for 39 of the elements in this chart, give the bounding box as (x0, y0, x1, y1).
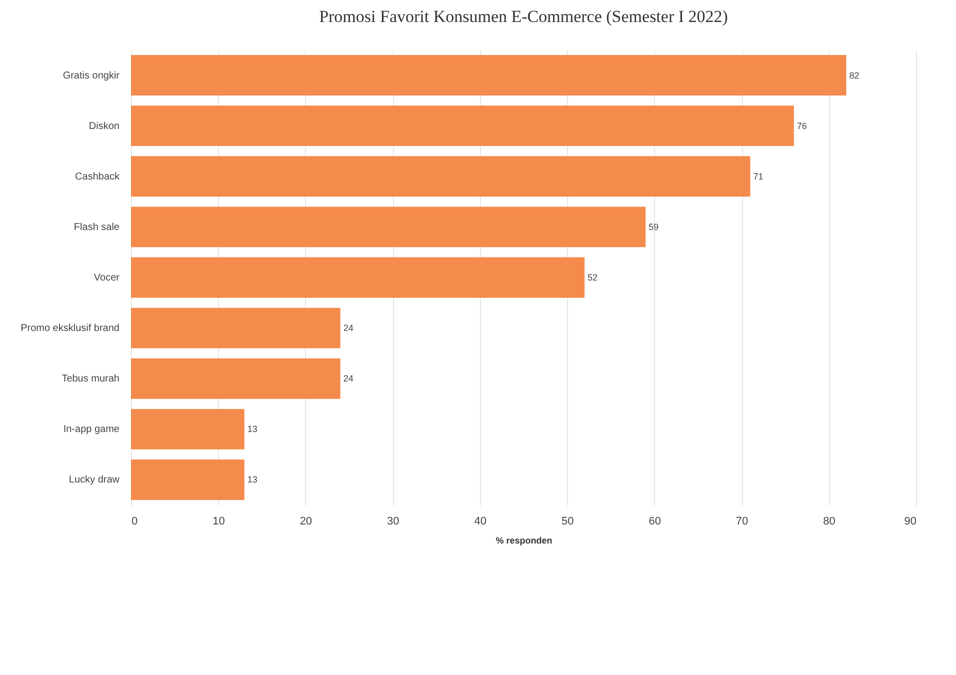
y-tick-label: Lucky draw (68, 474, 120, 486)
x-axis-title: % responden (496, 536, 552, 546)
data-label: 24 (343, 374, 354, 384)
bar (131, 257, 585, 298)
bar (131, 460, 244, 500)
bar (131, 106, 794, 146)
y-tick-label: Cashback (75, 171, 120, 182)
x-tick-label: 0 (132, 516, 138, 528)
y-tick-label: Tebus murah (62, 374, 120, 385)
bar (131, 358, 340, 399)
data-label: 76 (796, 120, 807, 131)
data-label: 71 (753, 171, 764, 182)
chart-title: Promosi Favorit Konsumen E-Commerce (Semester I 2022) (319, 7, 728, 26)
data-label: 24 (343, 323, 354, 334)
x-tick-label: 30 (387, 516, 400, 528)
bar (131, 308, 340, 348)
data-label: 59 (648, 222, 659, 232)
x-tick-label: 50 (561, 516, 574, 528)
y-tick-label: Diskon (88, 120, 120, 132)
bar (131, 206, 646, 248)
data-label: 13 (247, 424, 258, 434)
x-tick-label: 70 (736, 516, 748, 528)
x-tick-label: 90 (904, 516, 916, 528)
x-tick-label: 10 (212, 516, 225, 528)
data-label: 52 (588, 272, 598, 282)
x-tick-label: 60 (648, 516, 661, 528)
data-label: 13 (247, 474, 258, 485)
y-tick-label: Vocer (94, 272, 120, 284)
x-tick-label: 40 (474, 516, 487, 528)
y-tick-label: Promo eksklusif brand (20, 323, 120, 334)
bar (131, 156, 750, 197)
x-tick-label: 80 (823, 516, 836, 528)
bar (131, 408, 244, 450)
data-label: 82 (849, 70, 860, 80)
x-tick-label: 20 (300, 516, 312, 528)
y-tick-label: Flash sale (74, 222, 120, 233)
bar (131, 55, 846, 96)
y-tick-label: Gratis ongkir (62, 70, 120, 82)
y-tick-label: In-app game (63, 424, 120, 436)
